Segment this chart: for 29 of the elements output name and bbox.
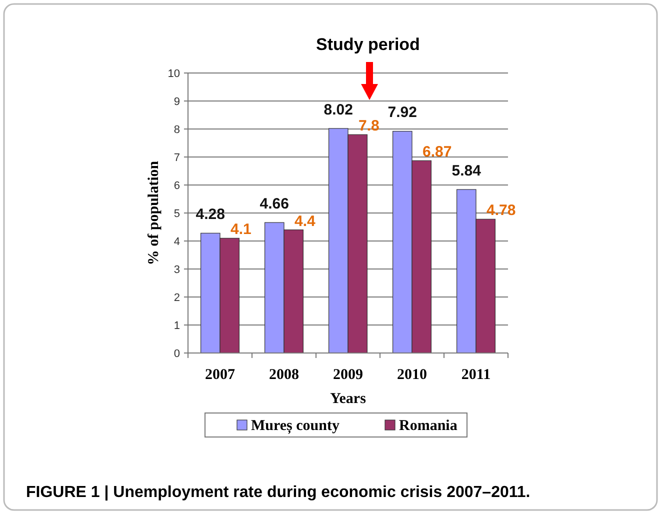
x-tick-label: 2008 [269, 367, 299, 383]
legend-label: Romania [399, 418, 458, 434]
y-tick-label: 2 [174, 292, 180, 304]
y-tick-label: 4 [174, 236, 180, 248]
y-axis-title: % of population [146, 160, 162, 266]
y-tick-label: 9 [174, 96, 180, 108]
caption: FIGURE 1 | Unemployment rate during economic crisis 2007–2011. [26, 484, 530, 501]
data-label: 4.4 [294, 212, 316, 230]
data-label: 7.92 [388, 104, 417, 122]
y-tick-label: 8 [174, 124, 180, 136]
legend-label: Mureș county [251, 418, 340, 434]
y-tick-label: 7 [174, 152, 180, 164]
data-label: 5.84 [452, 162, 482, 180]
data-label: 4.1 [230, 221, 252, 238]
y-tick-label: 10 [168, 68, 180, 80]
x-tick-label: 2007 [205, 367, 236, 383]
y-tick-label: 0 [174, 348, 180, 360]
data-label: 8.02 [324, 101, 353, 118]
text: Study period [316, 35, 420, 54]
data-label: 6.87 [422, 144, 452, 161]
x-tick-label: 2010 [397, 367, 427, 383]
y-tick-label: 1 [174, 320, 180, 332]
data-label: 4.66 [260, 196, 289, 213]
x-tick-label: 2009 [333, 367, 363, 383]
x-tick-label: 2011 [461, 367, 491, 383]
y-tick-label: 3 [174, 264, 180, 276]
y-tick-label: 6 [174, 180, 180, 192]
y-tick-label: 5 [174, 208, 180, 220]
x-axis-title: Years [330, 391, 366, 407]
